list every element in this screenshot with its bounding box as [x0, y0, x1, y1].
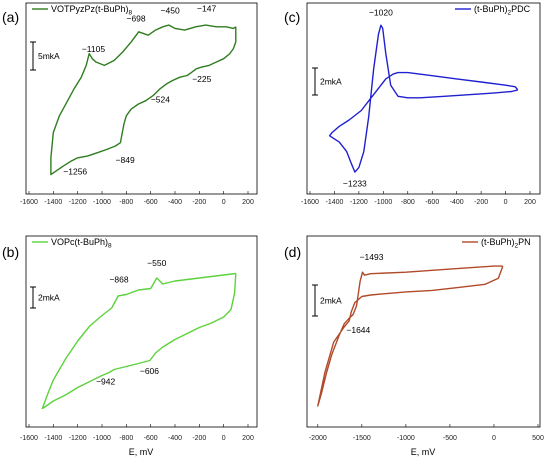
- x-axis-label-b: E, mV: [129, 447, 154, 457]
- peak-annotation-b-3: −606: [140, 366, 159, 376]
- panel-c: (c) -1600 -1400 -1200 -1000 -800 -600 -400 -200…: [284, 2, 541, 206]
- x-tick-label-b-6: -400: [168, 435, 182, 442]
- x-tick-label-c-8: 0: [504, 199, 508, 206]
- x-axis-label-d: E, mV: [411, 447, 436, 457]
- chart-area-c: -1600 -1400 -1200 -1000 -800 -600 -400 -200 0 200…: [301, 4, 536, 206]
- peak-annotation-a-4: −225: [192, 74, 211, 84]
- x-tick-label-a-4: -800: [119, 199, 133, 206]
- x-tick-label-b-9: 200: [242, 435, 254, 442]
- x-tick-label-d-1: -1500: [353, 435, 371, 442]
- x-tick-label-b-8: 0: [222, 435, 226, 442]
- peak-annotation-a-7: −1256: [63, 167, 87, 177]
- plot-frame-d: [306, 235, 541, 428]
- plot-frame-b: [25, 235, 258, 428]
- peak-annotation-d-1: −1644: [346, 325, 370, 335]
- x-tick-label-b-5: -600: [144, 435, 158, 442]
- series-line-d-0: [317, 265, 504, 407]
- x-tick-label-a-9: 200: [242, 199, 254, 206]
- plot-frame-a: [25, 2, 258, 195]
- panel-label-a: (a): [2, 9, 19, 25]
- peak-annotation-b-1: −550: [147, 258, 166, 268]
- x-tick-label-a-1: -1400: [44, 199, 62, 206]
- panel-b: (b) -1600 -1400 -1200 -1000 -800 -600 -400 -200…: [2, 235, 258, 457]
- x-tick-label-b-1: -1400: [44, 435, 62, 442]
- panel-label-b: (b): [2, 244, 19, 260]
- x-tick-label-c-4: -800: [401, 199, 415, 206]
- chart-area-d: -2000 -1500 -1000 -500 0 500 2mkA (t-BuPh)2PN −1…: [309, 237, 544, 442]
- series-line-c-0: [328, 24, 519, 173]
- panel-a: (a) -1600 -1400 -1200 -1000 -800 -600 -400 -200…: [2, 2, 258, 206]
- x-tick-label-b-7: -200: [192, 435, 206, 442]
- peak-annotation-c-1: −1233: [343, 178, 367, 188]
- x-tick-label-d-0: -2000: [309, 435, 327, 442]
- x-tick-label-c-2: -1200: [350, 199, 368, 206]
- x-tick-label-a-5: -600: [144, 199, 158, 206]
- peak-annotation-a-1: −450: [161, 5, 180, 15]
- x-tick-label-c-9: 200: [524, 199, 536, 206]
- peak-annotation-a-5: −524: [151, 94, 170, 104]
- peak-annotation-b-2: −942: [96, 377, 115, 387]
- x-tick-label-b-0: -1600: [20, 435, 38, 442]
- panel-label-d: (d): [284, 244, 301, 260]
- legend-entry-a: VOTPyzPz(t-BuPh)8: [51, 4, 133, 17]
- x-tick-label-c-6: -400: [450, 199, 464, 206]
- peak-annotation-a-3: −1105: [82, 44, 106, 54]
- series-line-b-0: [41, 272, 237, 410]
- x-tick-label-c-0: -1600: [301, 199, 319, 206]
- x-tick-label-d-2: -1000: [397, 435, 415, 442]
- plot-frame-c: [306, 2, 541, 195]
- panel-d: (d) -2000 -1500 -1000 -500 0 500 2mkA (t-BuPh)2…: [284, 235, 544, 457]
- x-tick-label-d-4: 0: [492, 435, 496, 442]
- x-tick-label-b-3: -1000: [93, 435, 111, 442]
- x-tick-label-c-5: -600: [425, 199, 439, 206]
- scale-bar-label-a: 5mkA: [38, 51, 60, 61]
- peak-annotation-d-0: −1493: [360, 252, 384, 262]
- x-tick-label-a-3: -1000: [93, 199, 111, 206]
- scale-bar-label-b: 2mkA: [38, 293, 60, 303]
- legend-entry-d: (t-BuPh)2PN: [481, 237, 531, 250]
- x-tick-label-d-3: -500: [443, 435, 457, 442]
- scale-bar-label-d: 2mkA: [320, 296, 342, 306]
- scale-bar-label-c: 2mkA: [320, 77, 342, 87]
- peak-annotation-a-2: −147: [197, 4, 216, 14]
- x-tick-label-d-5: 500: [532, 435, 544, 442]
- legend-entry-b: VOPc(t-BuPh)8: [51, 237, 112, 250]
- x-tick-label-c-7: -200: [474, 199, 488, 206]
- peak-annotation-c-0: −1020: [369, 8, 393, 18]
- chart-area-b: -1600 -1400 -1200 -1000 -800 -600 -400 -200 0 200…: [20, 237, 254, 442]
- peak-annotation-a-0: −698: [126, 14, 145, 24]
- panel-label-c: (c): [284, 9, 300, 25]
- x-tick-label-a-2: -1200: [69, 199, 87, 206]
- series-line-a-0: [50, 24, 237, 176]
- legend-entry-c: (t-BuPh)2PDC: [474, 4, 531, 17]
- peak-annotation-a-6: −849: [116, 155, 135, 165]
- peak-annotation-b-0: −868: [109, 275, 128, 285]
- x-tick-label-b-2: -1200: [69, 435, 87, 442]
- chart-area-a: -1600 -1400 -1200 -1000 -800 -600 -400 -200 0 200…: [20, 4, 254, 206]
- x-tick-label-a-7: -200: [192, 199, 206, 206]
- x-tick-label-b-4: -800: [119, 435, 133, 442]
- x-tick-label-a-6: -400: [168, 199, 182, 206]
- x-tick-label-c-1: -1400: [325, 199, 343, 206]
- x-tick-label-c-3: -1000: [374, 199, 392, 206]
- x-tick-label-a-0: -1600: [20, 199, 38, 206]
- x-tick-label-a-8: 0: [222, 199, 226, 206]
